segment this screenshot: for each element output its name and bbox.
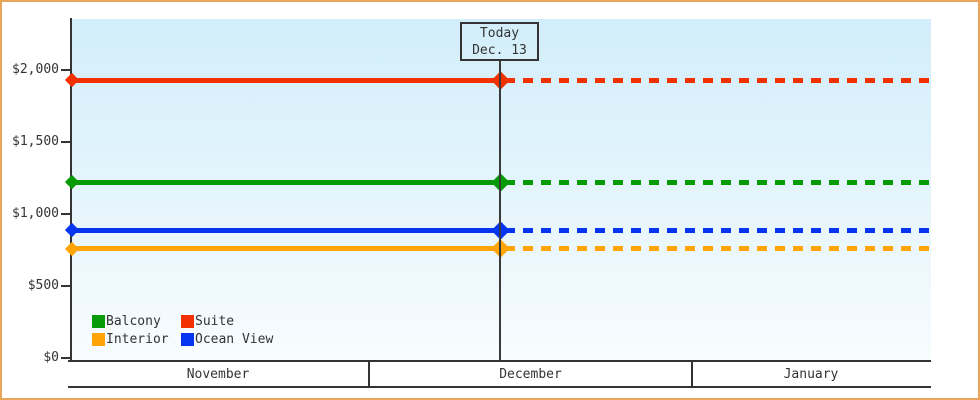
legend-item-suite: Suite [181,312,273,330]
y-axis-tick [61,69,71,71]
x-axis-month-december: December [368,362,691,386]
legend-item-balcony: Balcony [92,312,181,330]
legend-swatch-interior [92,332,105,346]
series-line-solid-interior [72,246,500,252]
series-line-solid-balcony [72,179,500,185]
series-line-dashed-interior [505,246,931,252]
y-axis-tick-label: $2,000 [12,62,59,77]
y-axis-tick [61,213,71,215]
x-axis-month-band: November December January [68,360,931,388]
x-axis-month-november: November [186,366,250,382]
legend-swatch-balcony [92,314,105,328]
chart-legend: Balcony Suite Interior Ocean View [92,312,273,348]
y-axis-tick-label: $0 [43,350,59,365]
series-line-solid-ocean-view [72,227,500,233]
series-line-solid-suite [72,77,500,83]
y-axis-tick-label: $500 [27,278,59,293]
y-axis-tick [61,285,71,287]
series-line-dashed-ocean-view [505,227,931,233]
legend-item-interior: Interior [92,330,181,348]
legend-label: Ocean View [195,331,274,347]
legend-label: Suite [195,313,235,329]
legend-label: Interior [106,331,169,347]
y-axis-tick-label: $1,000 [12,206,59,221]
today-label: Today [479,25,520,41]
series-line-dashed-suite [505,77,931,83]
today-date-label: Dec. 13 [472,42,527,58]
legend-swatch-ocean-view [181,332,194,346]
y-axis-tick-label: $1,500 [12,134,59,149]
y-axis-tick [61,357,71,359]
series-line-dashed-balcony [505,179,931,185]
today-marker-box: Today Dec. 13 [460,22,539,61]
today-marker-line [499,60,501,360]
y-axis-tick [61,141,71,143]
x-axis-month-january: January [691,362,929,386]
legend-item-ocean-view: Ocean View [181,330,273,348]
legend-label: Balcony [106,313,161,329]
legend-swatch-suite [181,314,194,328]
